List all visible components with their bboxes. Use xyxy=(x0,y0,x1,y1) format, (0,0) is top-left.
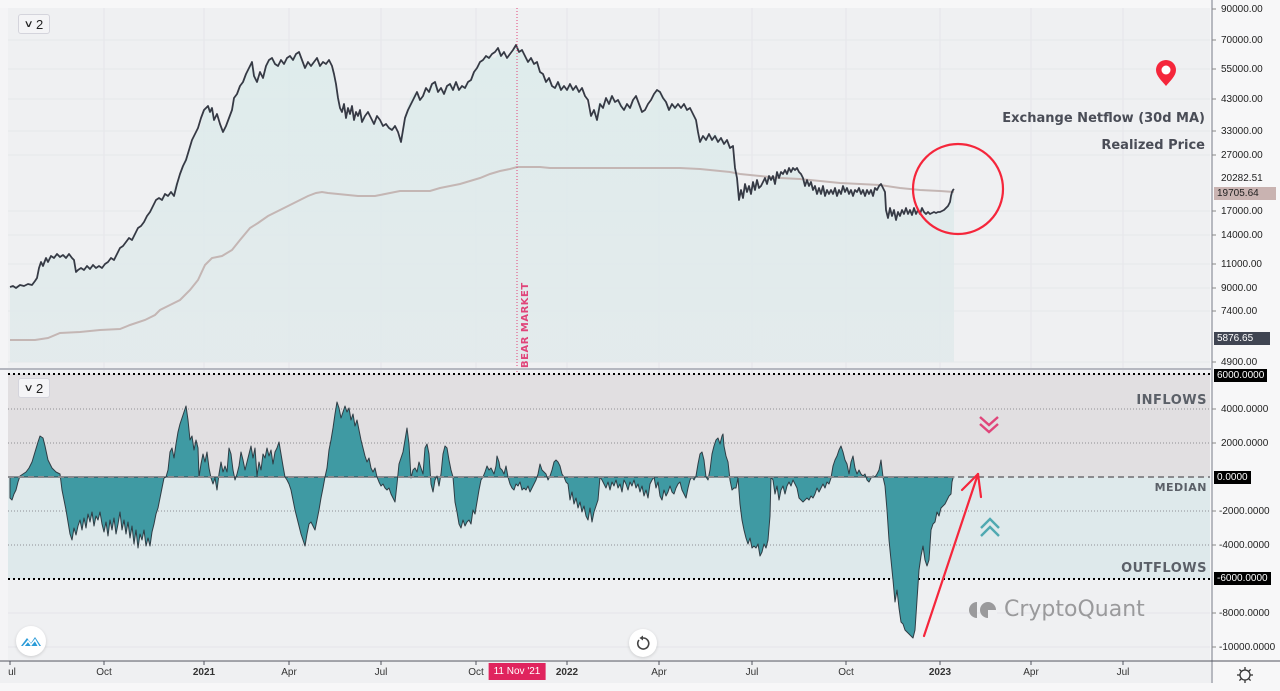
pane-separator[interactable] xyxy=(0,368,1280,370)
reset-icon xyxy=(636,635,650,650)
outflows-label: OUTFLOWS xyxy=(1121,561,1207,576)
chevron-down-icon: ∨ xyxy=(23,18,34,30)
inflows-limit-label: 6000.0000 xyxy=(1214,369,1268,382)
time-axis-label: 2022 xyxy=(555,667,579,678)
median-label: MEDIAN xyxy=(1154,481,1207,494)
top-rail xyxy=(0,0,1280,8)
crosshair-date-label: 11 Nov '21 xyxy=(488,663,546,680)
realized-price-label: Realized Price xyxy=(1101,138,1205,153)
time-axis-label: ul xyxy=(8,667,16,678)
time-axis-label: Jul xyxy=(1116,667,1130,678)
price-tick-label: 55000.00 xyxy=(1221,64,1263,75)
price-last-value: 20282.51 xyxy=(1221,173,1263,184)
crosshair-price-label: 5876.65 xyxy=(1214,332,1270,345)
chart-logo-button[interactable] xyxy=(16,626,46,656)
netflow-area[interactable] xyxy=(9,401,955,639)
series-count: 2 xyxy=(36,380,44,396)
zero-value-label: 0.0000 xyxy=(1214,471,1251,484)
price-tick-label: 90000.00 xyxy=(1221,4,1263,15)
realized-price-line xyxy=(10,166,955,341)
price-tick-label: 9000.00 xyxy=(1221,283,1258,294)
time-axis-label: Apr xyxy=(651,667,667,678)
price-area-fill xyxy=(10,45,954,362)
price-tick-label: 17000.00 xyxy=(1221,206,1263,217)
time-axis-background[interactable] xyxy=(0,661,1211,683)
price-line xyxy=(9,44,955,289)
netflow-tick-label: 4000.0000 xyxy=(1221,404,1269,415)
time-axis-label: Apr xyxy=(1023,667,1039,678)
top-pane-legend-toggle[interactable]: ∨ 2 xyxy=(18,14,50,34)
netflow-tick-label: -8000.0000 xyxy=(1219,608,1270,619)
chevron-down-icon: ∨ xyxy=(23,382,34,394)
outflows-zone xyxy=(8,477,1210,579)
netflow-tick-label: -4000.0000 xyxy=(1219,540,1270,551)
price-tick-label: 33000.00 xyxy=(1221,126,1263,137)
outflows-limit-label: -6000.0000 xyxy=(1214,572,1271,585)
price-tick-label: 70000.00 xyxy=(1221,35,1263,46)
price-tick-label: 7400.00 xyxy=(1221,306,1258,317)
time-axis-label: Apr xyxy=(281,667,297,678)
time-axis-label: Oct xyxy=(96,667,112,678)
realized-price-last-value: 19705.64 xyxy=(1214,187,1276,200)
price-tick-label: 14000.00 xyxy=(1221,230,1263,241)
price-axis-ticks xyxy=(1212,8,1216,648)
netflow-gridlines-lower xyxy=(8,612,1210,648)
highlight-circle xyxy=(911,142,1005,236)
watermark-text: CryptoQuant xyxy=(1004,597,1145,622)
bottom-strip xyxy=(0,683,1280,691)
netflow-tick-label: -2000.0000 xyxy=(1219,506,1270,517)
price-tick-label: 27000.00 xyxy=(1221,150,1263,161)
trading-logo-icon xyxy=(21,637,41,648)
price-tick-label: 11000.00 xyxy=(1221,259,1262,270)
time-axis-label: 2021 xyxy=(192,667,216,678)
netflow-gridlines xyxy=(8,408,1210,546)
time-axis-ticks xyxy=(9,661,1124,665)
bear-market-label: BEAR MARKET xyxy=(520,282,531,368)
settings-gear-icon[interactable] xyxy=(1237,667,1253,683)
exchange-netflow-label: Exchange Netflow (30d MA) xyxy=(1002,111,1205,126)
red-arrow-annotation xyxy=(922,472,983,638)
price-tick-label: 43000.00 xyxy=(1221,94,1263,105)
bottom-pane-legend-toggle[interactable]: ∨ 2 xyxy=(18,378,50,398)
time-axis-label: Jul xyxy=(745,667,759,678)
location-pin-icon xyxy=(1156,60,1176,86)
double-chevron-down-icon xyxy=(979,416,999,434)
netflow-tick-label: -10000.0000 xyxy=(1219,642,1276,653)
time-axis-label: 2023 xyxy=(928,667,952,678)
inflows-label: INFLOWS xyxy=(1136,393,1207,408)
time-axis-label: Oct xyxy=(838,667,854,678)
price-tick-label: 4900.00 xyxy=(1221,357,1258,368)
time-axis-label: Jul xyxy=(374,667,388,678)
time-axis-label: Oct xyxy=(468,667,484,678)
double-chevron-up-icon xyxy=(980,517,1000,537)
netflow-tick-label: 2000.0000 xyxy=(1221,438,1269,449)
reset-chart-button[interactable] xyxy=(629,629,657,657)
cryptoquant-logo-icon xyxy=(969,601,997,619)
series-count: 2 xyxy=(36,16,44,32)
cryptoquant-watermark: CryptoQuant xyxy=(968,597,1145,622)
price-axis-background[interactable] xyxy=(1211,0,1280,660)
